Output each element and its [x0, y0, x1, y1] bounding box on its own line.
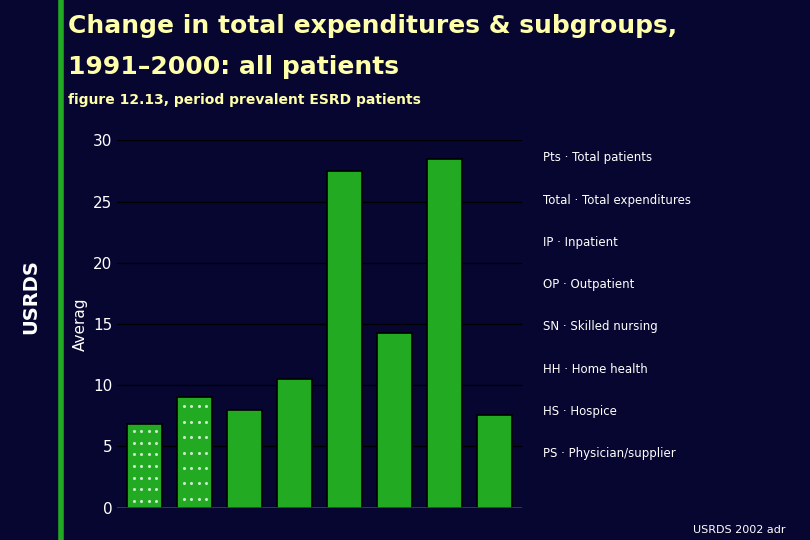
Point: [134, 497, 147, 505]
Point: [192, 433, 205, 441]
Point: [200, 464, 213, 472]
Point: [143, 485, 156, 494]
Point: [192, 417, 205, 426]
Bar: [278, 379, 313, 508]
Point: [185, 464, 198, 472]
Text: Total · Total expenditures: Total · Total expenditures: [543, 194, 691, 207]
Point: [134, 462, 147, 470]
Point: [150, 450, 163, 458]
Point: [150, 462, 163, 470]
Point: [185, 495, 198, 503]
Point: [134, 427, 147, 435]
Point: [185, 433, 198, 441]
Bar: [477, 415, 513, 508]
Point: [200, 448, 213, 457]
Point: [143, 497, 156, 505]
Point: [127, 438, 140, 447]
Point: [185, 402, 198, 410]
Bar: [177, 397, 212, 508]
Text: PS · Physician/supplier: PS · Physician/supplier: [543, 447, 676, 460]
Point: [143, 462, 156, 470]
Point: [150, 497, 163, 505]
Bar: [228, 410, 262, 508]
Point: [177, 495, 190, 503]
Text: USRDS 2002 adr: USRDS 2002 adr: [693, 524, 786, 535]
Text: OP · Outpatient: OP · Outpatient: [543, 278, 634, 291]
Point: [127, 450, 140, 458]
Point: [177, 433, 190, 441]
Text: USRDS: USRDS: [21, 260, 40, 334]
Text: figure 12.13, period prevalent ESRD patients: figure 12.13, period prevalent ESRD pati…: [68, 93, 421, 107]
Point: [192, 402, 205, 410]
Bar: [428, 159, 463, 508]
Point: [177, 464, 190, 472]
Point: [150, 438, 163, 447]
Point: [177, 402, 190, 410]
Point: [134, 474, 147, 482]
Point: [185, 448, 198, 457]
Text: SN · Skilled nursing: SN · Skilled nursing: [543, 320, 658, 333]
Point: [192, 479, 205, 488]
Point: [200, 495, 213, 503]
Point: [143, 450, 156, 458]
Point: [200, 433, 213, 441]
Point: [150, 427, 163, 435]
Point: [134, 450, 147, 458]
Text: IP · Inpatient: IP · Inpatient: [543, 236, 617, 249]
Point: [150, 485, 163, 494]
Point: [150, 474, 163, 482]
Point: [192, 495, 205, 503]
Point: [200, 402, 213, 410]
Text: Pts · Total patients: Pts · Total patients: [543, 151, 652, 164]
Point: [177, 479, 190, 488]
Point: [134, 438, 147, 447]
Text: Change in total expenditures & subgroups,: Change in total expenditures & subgroups…: [68, 14, 677, 38]
Point: [127, 497, 140, 505]
Point: [185, 417, 198, 426]
Y-axis label: Averag: Averag: [73, 297, 87, 351]
Point: [127, 485, 140, 494]
Point: [185, 479, 198, 488]
Point: [127, 427, 140, 435]
Bar: [327, 171, 362, 508]
Point: [200, 479, 213, 488]
Point: [143, 427, 156, 435]
Point: [143, 438, 156, 447]
Point: [177, 448, 190, 457]
Point: [200, 417, 213, 426]
Point: [192, 464, 205, 472]
Point: [177, 417, 190, 426]
Bar: [127, 424, 163, 508]
Point: [127, 474, 140, 482]
Text: 1991–2000: all patients: 1991–2000: all patients: [68, 55, 399, 79]
Point: [127, 462, 140, 470]
Point: [143, 474, 156, 482]
Text: HH · Home health: HH · Home health: [543, 362, 647, 375]
Text: HS · Hospice: HS · Hospice: [543, 405, 616, 418]
Point: [192, 448, 205, 457]
Point: [134, 485, 147, 494]
Bar: [377, 333, 412, 508]
